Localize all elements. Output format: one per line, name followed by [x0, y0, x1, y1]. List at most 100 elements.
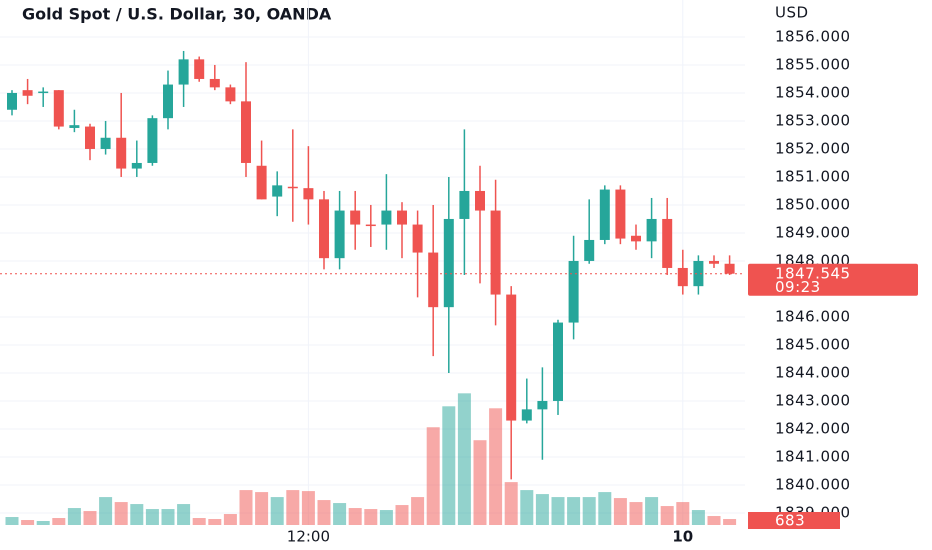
volume-bar — [411, 497, 425, 525]
candle-body — [443, 218, 454, 308]
volume-bar — [457, 393, 471, 525]
volume-bar — [567, 497, 581, 525]
y-tick-label: 1840.000 — [775, 475, 851, 493]
volume-bar — [36, 521, 50, 525]
volume-bar — [691, 510, 705, 525]
volume-bar — [99, 497, 113, 525]
grid — [0, 0, 745, 525]
candle-body — [256, 165, 267, 200]
candle-body — [178, 59, 189, 85]
y-tick-label: 1856.000 — [775, 27, 851, 45]
candle-body — [615, 189, 626, 239]
candle-body — [53, 90, 64, 127]
y-tick-label: 1841.000 — [775, 447, 851, 465]
volume-bar — [364, 509, 378, 525]
volume-bar — [520, 490, 534, 525]
volume-bar — [676, 502, 690, 525]
candle-body — [147, 118, 158, 163]
y-tick-label: 1851.000 — [775, 167, 851, 185]
volume-bar — [177, 504, 191, 525]
candle-body — [38, 91, 49, 94]
volume-label: 683 — [775, 512, 805, 530]
volume-bar — [442, 406, 456, 525]
volume-bar — [582, 497, 596, 525]
candle-body — [381, 210, 392, 225]
candle-body — [350, 210, 361, 225]
volume-bar — [114, 502, 128, 525]
volume-bar — [21, 520, 35, 525]
candle-body — [459, 190, 470, 219]
y-tick-label: 1854.000 — [775, 83, 851, 101]
volume-bar — [52, 518, 66, 525]
candle-body — [537, 400, 548, 410]
candle-body — [85, 126, 95, 149]
volume-bar — [5, 517, 19, 525]
candle-body — [599, 189, 610, 240]
y-tick-label: 1844.000 — [775, 363, 851, 381]
volume-bar — [551, 497, 565, 525]
y-tick-label: 1855.000 — [775, 55, 851, 73]
volume-bar — [535, 494, 549, 525]
volume-bar — [239, 490, 253, 525]
candle-body — [287, 186, 298, 189]
candle-body — [116, 137, 127, 169]
volume-bar — [348, 508, 362, 525]
volume-bar — [379, 510, 393, 525]
x-tick-label: 12:00 — [287, 528, 330, 546]
y-tick-label: 1850.000 — [775, 195, 851, 213]
volume-bar — [270, 497, 284, 525]
y-tick-label: 1852.000 — [775, 139, 851, 157]
volume-bar — [645, 497, 659, 525]
y-tick-label: 1846.000 — [775, 307, 851, 325]
y-tick-label: 1842.000 — [775, 419, 851, 437]
candle-body — [131, 162, 142, 169]
candle-body — [646, 218, 657, 242]
volume-bar — [489, 408, 503, 525]
volume-bar — [192, 518, 206, 525]
y-tick-label: 1845.000 — [775, 335, 851, 353]
volume-bar — [130, 504, 144, 525]
x-tick-label: 10 — [672, 528, 693, 546]
volume-bar — [723, 519, 737, 525]
candle-body — [693, 260, 704, 287]
candle-body — [631, 235, 641, 242]
volume-bar — [223, 514, 237, 525]
candle-body — [428, 252, 439, 308]
candle-body — [475, 190, 485, 211]
y-tick-label: 1849.000 — [775, 223, 851, 241]
candle-body — [677, 267, 688, 287]
volume-bar — [504, 482, 518, 525]
candle-body — [662, 218, 673, 268]
candle-body — [303, 188, 314, 200]
candle-body — [490, 210, 501, 295]
last-price-label: 1847.545 — [775, 265, 851, 283]
volume-bar — [629, 502, 643, 525]
volume-bar — [67, 508, 81, 525]
candle-body — [553, 322, 563, 401]
axis-unit: USD — [775, 4, 809, 22]
candle-body — [709, 260, 719, 264]
candle-body — [22, 90, 33, 96]
candle-body — [272, 185, 283, 197]
candle-body — [521, 409, 532, 421]
candle-body — [100, 137, 111, 149]
candle-body — [69, 125, 80, 128]
volume-bar — [145, 509, 159, 525]
candle-body — [365, 224, 376, 227]
candle-body — [194, 59, 205, 79]
y-tick-label: 1843.000 — [775, 391, 851, 409]
volume-bar — [161, 509, 175, 525]
volume-bar — [286, 490, 300, 525]
volume-bar — [395, 505, 409, 525]
candle-body — [319, 199, 329, 259]
volume-bar — [660, 506, 674, 525]
candle-body — [724, 263, 735, 274]
candle-body — [225, 87, 236, 102]
volume-bar — [317, 500, 331, 525]
y-tick-label: 1853.000 — [775, 111, 851, 129]
volume-bar — [333, 503, 347, 525]
volume-bar — [426, 427, 440, 525]
candle-body — [209, 78, 220, 88]
candle-body — [568, 260, 579, 323]
